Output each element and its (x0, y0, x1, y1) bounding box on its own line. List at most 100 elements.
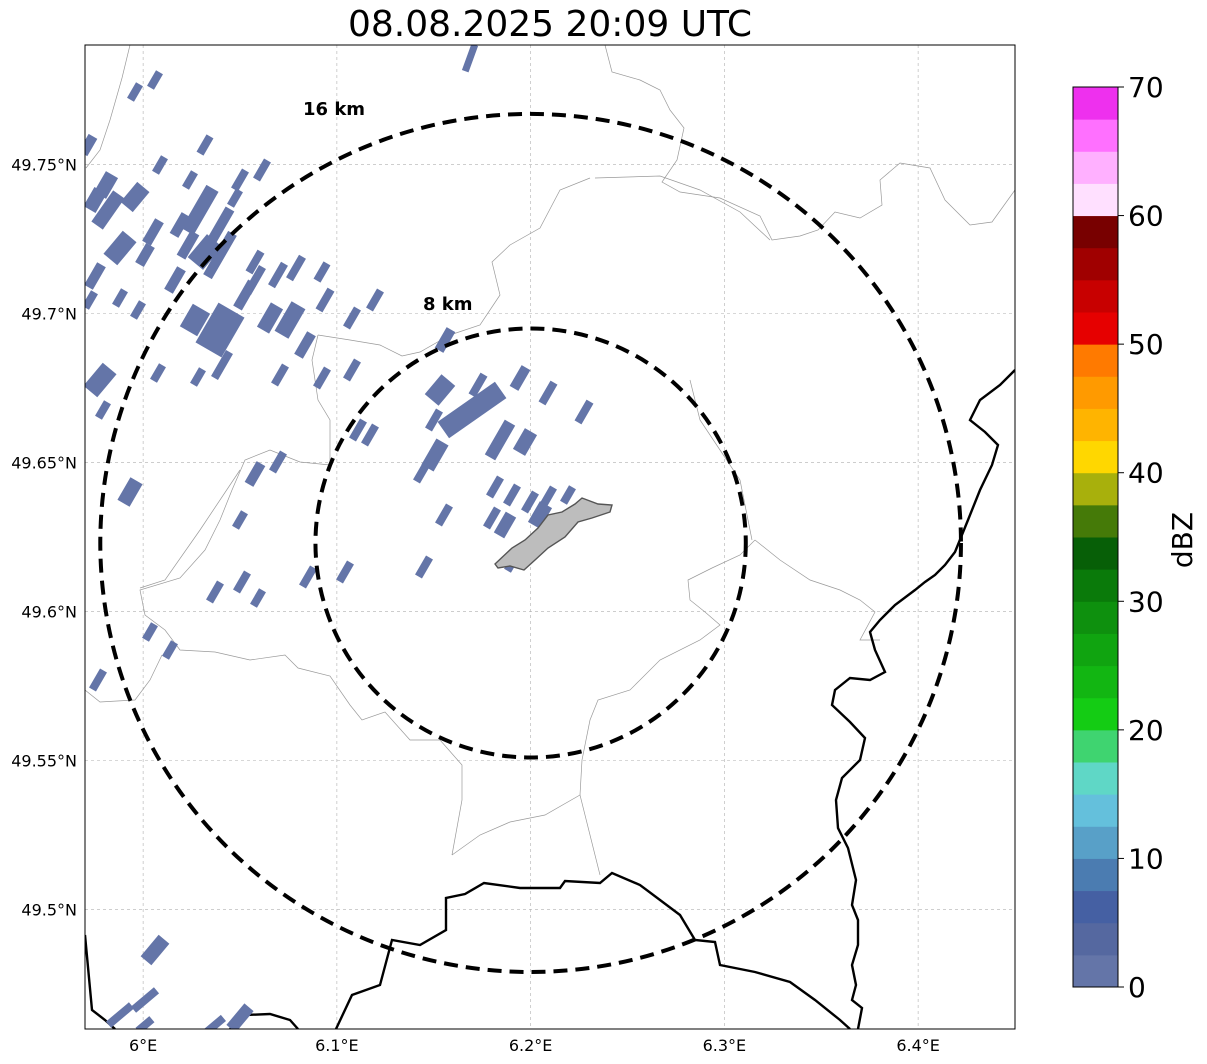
echo-cell (413, 460, 431, 484)
colorbar-tick-label: 0 (1128, 971, 1146, 1004)
colorbar-segment (1073, 697, 1118, 731)
colorbar-tick-label: 60 (1128, 200, 1164, 233)
echo-cell (105, 1002, 135, 1028)
colorbar-segment (1073, 344, 1118, 377)
echo-cell (85, 362, 117, 398)
colorbar-segment (1073, 247, 1118, 281)
echo-cell (85, 262, 106, 290)
echo-cell (226, 1003, 254, 1029)
range-ring (98, 111, 963, 975)
lat-tick-label: 49.7°N (21, 304, 77, 323)
lon-tick-label: 6.1°E (315, 1036, 359, 1055)
echo-cell (150, 363, 166, 383)
colorbar: 0 10 20 30 40 50 60 70 (1072, 71, 1164, 1004)
range-ring (313, 326, 748, 760)
echo-cell (142, 622, 158, 642)
echo-cell (269, 450, 287, 474)
echo-cell (190, 367, 206, 387)
ring-label-16km: 16 km (303, 99, 365, 120)
radar-echoes (85, 45, 594, 1029)
echo-cell (120, 181, 150, 213)
admin-boundary (85, 654, 163, 703)
colorbar-segment (1073, 312, 1118, 345)
range-rings (98, 111, 963, 975)
echo-cell (313, 261, 331, 283)
echo-cell (415, 555, 433, 579)
colorbar-segment (1073, 729, 1118, 763)
echo-cell (127, 82, 143, 102)
echo-cell (486, 475, 504, 499)
echo-cell (521, 490, 539, 514)
echo-cell (503, 483, 521, 507)
echo-cell (437, 381, 507, 439)
ring-label-8km: 8 km (423, 294, 473, 315)
echo-cell (130, 300, 146, 320)
echo-cell (91, 190, 125, 230)
echo-cell (343, 306, 361, 330)
echo-cell (361, 423, 379, 447)
echo-cell (527, 501, 553, 529)
colorbar-segment (1073, 858, 1118, 892)
echo-cell (135, 242, 155, 268)
echo-cell (179, 303, 211, 337)
colorbar-segment (1073, 87, 1118, 120)
echo-cell (244, 461, 266, 487)
colorbar-tick-label: 70 (1128, 71, 1164, 104)
echo-cell (435, 503, 453, 527)
echo-cell (245, 249, 265, 275)
graticule (85, 45, 1015, 1029)
colorbar-segment (1073, 762, 1118, 795)
echo-cell (203, 230, 237, 280)
echo-cell (130, 987, 160, 1013)
admin-boundary (594, 175, 771, 241)
echo-cell (538, 380, 558, 406)
lat-tick-label: 49.75°N (11, 155, 77, 174)
lon-tick-label: 6.3°E (703, 1036, 747, 1055)
colorbar-segment (1073, 279, 1118, 313)
admin-boundary (317, 177, 591, 357)
echo-cell (299, 565, 317, 589)
echo-cell (204, 1014, 226, 1029)
colorbar-segment (1073, 794, 1118, 827)
echo-cell (493, 511, 517, 539)
echo-cell (250, 588, 266, 608)
colorbar-segment (1073, 569, 1118, 602)
echo-cell (512, 428, 538, 456)
admin-boundary (139, 334, 463, 856)
lat-tick-label: 49.65°N (11, 453, 77, 472)
echo-cell (434, 327, 456, 353)
echo-cell (227, 188, 243, 208)
echo-cell (315, 287, 335, 313)
lat-tick-label: 49.55°N (11, 752, 77, 771)
lat-tick-label: 49.6°N (21, 603, 77, 622)
echo-cell (187, 234, 223, 270)
colorbar-segment (1073, 633, 1118, 667)
echo-cell (483, 506, 501, 530)
echo-cell (195, 302, 245, 358)
echo-cell (509, 365, 531, 391)
colorbar-segment (1073, 665, 1118, 699)
echo-cell (244, 265, 266, 295)
lon-tick-label: 6°E (129, 1036, 157, 1055)
echo-cell (206, 580, 224, 604)
echo-cell (313, 366, 331, 390)
echo-cell (142, 218, 164, 246)
echo-cell (135, 1016, 155, 1029)
colorbar-tick-label: 40 (1128, 457, 1164, 490)
echo-cell (286, 254, 306, 282)
echo-cell (256, 302, 284, 334)
echo-cell (169, 212, 191, 238)
echo-cell (103, 230, 137, 266)
echo-cell (539, 485, 557, 509)
echo-cell (271, 363, 289, 387)
lat-tick-label: 49.5°N (21, 901, 77, 920)
admin-boundary (139, 469, 241, 589)
echo-cell (336, 560, 354, 584)
colorbar-segment (1073, 922, 1118, 956)
echo-cell (85, 133, 98, 157)
echo-cell (152, 155, 168, 175)
echo-cell (211, 350, 233, 380)
echo-cell (232, 510, 248, 530)
echo-cell (162, 640, 178, 660)
admin-boundary (754, 539, 880, 641)
